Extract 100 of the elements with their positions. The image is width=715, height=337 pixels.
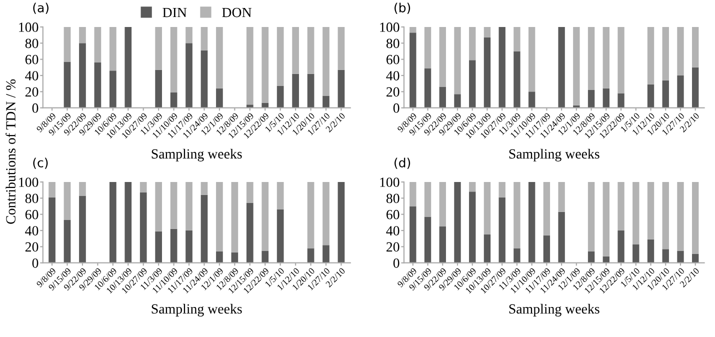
bar bbox=[514, 248, 520, 263]
bar bbox=[662, 80, 669, 108]
bar bbox=[262, 26, 269, 103]
bar bbox=[186, 182, 192, 231]
y-tick-label: 100 bbox=[380, 22, 400, 32]
bar bbox=[543, 235, 550, 263]
bar bbox=[94, 62, 102, 108]
bar bbox=[200, 50, 208, 108]
bar bbox=[647, 26, 654, 84]
bar bbox=[692, 254, 699, 263]
bar bbox=[322, 245, 330, 263]
bar bbox=[677, 182, 684, 251]
bar bbox=[514, 51, 520, 108]
bar bbox=[588, 182, 595, 252]
bar bbox=[307, 74, 314, 108]
bar bbox=[200, 26, 208, 50]
bar bbox=[246, 104, 254, 108]
bar bbox=[48, 182, 56, 198]
bar bbox=[109, 26, 116, 71]
bar bbox=[155, 26, 162, 70]
y-tick-label: 40 bbox=[386, 226, 400, 236]
bar bbox=[307, 182, 314, 248]
y-tick-label: 0 bbox=[393, 103, 400, 113]
bar bbox=[484, 37, 491, 108]
bar bbox=[276, 209, 284, 263]
bar bbox=[528, 92, 536, 108]
bar bbox=[109, 70, 116, 108]
chart-title: (a) bbox=[33, 2, 48, 14]
bar bbox=[469, 26, 476, 60]
bar bbox=[410, 182, 416, 206]
y-tick-label: 80 bbox=[25, 38, 38, 48]
bar bbox=[558, 182, 565, 212]
bar bbox=[424, 182, 432, 217]
bar bbox=[216, 26, 223, 88]
bar bbox=[64, 26, 71, 62]
bar bbox=[155, 231, 162, 263]
bar bbox=[155, 70, 162, 108]
bar bbox=[170, 182, 178, 229]
bar bbox=[454, 26, 461, 94]
bar bbox=[276, 86, 284, 108]
bar bbox=[186, 43, 192, 108]
bar bbox=[246, 26, 254, 105]
x-axis-title: Sampling weeks bbox=[509, 304, 600, 316]
bar bbox=[262, 182, 269, 251]
bar bbox=[231, 182, 238, 252]
bar bbox=[246, 203, 254, 263]
bar bbox=[647, 84, 654, 108]
bar bbox=[292, 74, 299, 108]
bar bbox=[677, 75, 684, 108]
bar bbox=[186, 230, 192, 263]
bar bbox=[322, 182, 330, 246]
bar bbox=[79, 182, 86, 196]
bar bbox=[424, 216, 432, 263]
bar bbox=[692, 182, 699, 254]
y-tick-label: 0 bbox=[393, 258, 400, 268]
bar bbox=[498, 26, 506, 108]
bar bbox=[276, 182, 284, 210]
y-axis-title: Contributions of TDN / % bbox=[6, 79, 16, 224]
y-tick-label: 100 bbox=[19, 22, 38, 32]
bar bbox=[618, 230, 624, 263]
y-tick-label: 100 bbox=[19, 178, 38, 187]
bar bbox=[79, 43, 86, 108]
bar bbox=[170, 92, 178, 108]
y-tick-label: 20 bbox=[25, 242, 38, 252]
x-axis-title: Sampling weeks bbox=[152, 148, 242, 162]
bar bbox=[632, 244, 640, 263]
chart-title: (d) bbox=[394, 158, 410, 169]
bar bbox=[602, 88, 610, 108]
bar bbox=[692, 26, 699, 68]
bar bbox=[602, 182, 610, 256]
bar bbox=[647, 239, 654, 263]
bar bbox=[200, 182, 208, 195]
y-tick-label: 40 bbox=[25, 71, 38, 80]
y-tick-label: 0 bbox=[32, 103, 38, 113]
bar bbox=[424, 26, 432, 68]
y-tick-label: 60 bbox=[386, 210, 400, 220]
bar bbox=[170, 228, 178, 263]
y-tick-label: 20 bbox=[386, 242, 400, 252]
bar bbox=[262, 250, 269, 263]
bar bbox=[558, 212, 565, 263]
bar bbox=[439, 86, 446, 108]
bar bbox=[307, 248, 314, 263]
bar bbox=[64, 62, 71, 108]
y-tick-label: 40 bbox=[25, 226, 38, 236]
bar bbox=[64, 220, 71, 263]
y-tick-label: 60 bbox=[25, 54, 38, 64]
bar bbox=[216, 88, 223, 108]
bar bbox=[439, 182, 446, 226]
bar bbox=[602, 26, 610, 88]
y-tick-label: 80 bbox=[386, 194, 400, 204]
bar bbox=[573, 26, 580, 106]
bar bbox=[498, 197, 506, 263]
bar bbox=[618, 182, 624, 231]
bar bbox=[528, 182, 536, 263]
y-tick-label: 80 bbox=[386, 38, 400, 48]
bar bbox=[543, 182, 550, 236]
bar bbox=[439, 226, 446, 263]
bar bbox=[94, 26, 102, 63]
bar bbox=[292, 26, 299, 74]
bar bbox=[424, 68, 432, 108]
